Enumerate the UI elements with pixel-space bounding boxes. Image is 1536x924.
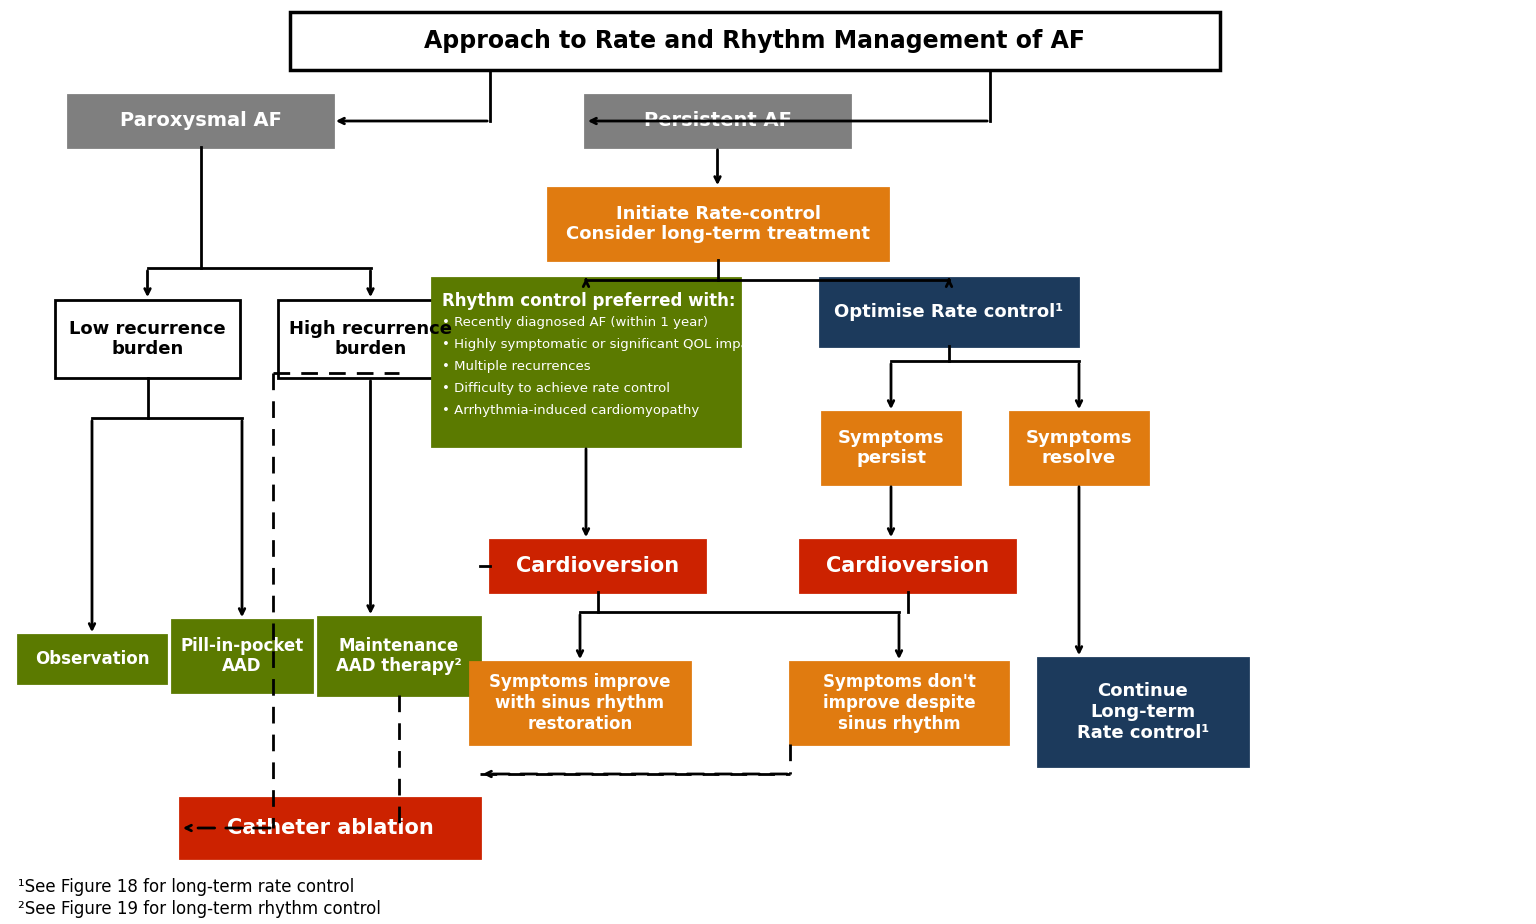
FancyBboxPatch shape bbox=[68, 95, 333, 147]
Text: Symptoms don't
improve despite
sinus rhythm: Symptoms don't improve despite sinus rhy… bbox=[823, 674, 975, 733]
Text: ¹See Figure 18 for long-term rate control: ¹See Figure 18 for long-term rate contro… bbox=[18, 878, 355, 896]
Text: Cardioversion: Cardioversion bbox=[826, 556, 989, 576]
FancyBboxPatch shape bbox=[548, 188, 888, 260]
FancyBboxPatch shape bbox=[180, 798, 479, 858]
Text: • Multiple recurrences: • Multiple recurrences bbox=[442, 360, 591, 373]
FancyBboxPatch shape bbox=[490, 540, 705, 592]
Text: Symptoms
persist: Symptoms persist bbox=[837, 429, 945, 468]
FancyBboxPatch shape bbox=[1011, 412, 1147, 484]
FancyBboxPatch shape bbox=[822, 412, 960, 484]
Text: Observation: Observation bbox=[35, 650, 149, 668]
FancyBboxPatch shape bbox=[432, 278, 740, 446]
FancyBboxPatch shape bbox=[318, 617, 479, 695]
FancyBboxPatch shape bbox=[820, 278, 1078, 346]
Text: ²See Figure 19 for long-term rhythm control: ²See Figure 19 for long-term rhythm cont… bbox=[18, 900, 381, 918]
Text: Optimise Rate control¹: Optimise Rate control¹ bbox=[834, 303, 1063, 321]
Text: Catheter ablation: Catheter ablation bbox=[227, 818, 433, 838]
Text: Rhythm control preferred with:: Rhythm control preferred with: bbox=[442, 292, 736, 310]
Text: Cardioversion: Cardioversion bbox=[516, 556, 679, 576]
Text: • Highly symptomatic or significant QOL impairment: • Highly symptomatic or significant QOL … bbox=[442, 338, 793, 351]
FancyBboxPatch shape bbox=[18, 635, 166, 683]
Text: Pill-in-pocket
AAD: Pill-in-pocket AAD bbox=[180, 637, 304, 675]
Text: Symptoms improve
with sinus rhythm
restoration: Symptoms improve with sinus rhythm resto… bbox=[490, 674, 671, 733]
Text: High recurrence
burden: High recurrence burden bbox=[289, 320, 452, 359]
Text: Paroxysmal AF: Paroxysmal AF bbox=[120, 112, 281, 130]
Text: • Recently diagnosed AF (within 1 year): • Recently diagnosed AF (within 1 year) bbox=[442, 316, 708, 329]
FancyBboxPatch shape bbox=[790, 662, 1008, 744]
Text: Continue
Long-term
Rate control¹: Continue Long-term Rate control¹ bbox=[1077, 682, 1209, 742]
FancyBboxPatch shape bbox=[55, 300, 240, 378]
Text: Symptoms
resolve: Symptoms resolve bbox=[1026, 429, 1132, 468]
Text: • Arrhythmia-induced cardiomyopathy: • Arrhythmia-induced cardiomyopathy bbox=[442, 404, 699, 417]
Text: Low recurrence
burden: Low recurrence burden bbox=[69, 320, 226, 359]
FancyBboxPatch shape bbox=[1038, 658, 1247, 766]
Text: • Difficulty to achieve rate control: • Difficulty to achieve rate control bbox=[442, 382, 670, 395]
Text: Maintenance
AAD therapy²: Maintenance AAD therapy² bbox=[336, 637, 462, 675]
FancyBboxPatch shape bbox=[278, 300, 462, 378]
FancyBboxPatch shape bbox=[800, 540, 1015, 592]
FancyBboxPatch shape bbox=[290, 12, 1220, 70]
FancyBboxPatch shape bbox=[585, 95, 849, 147]
FancyBboxPatch shape bbox=[172, 620, 312, 692]
Text: Initiate Rate-control
Consider long-term treatment: Initiate Rate-control Consider long-term… bbox=[565, 204, 869, 243]
FancyBboxPatch shape bbox=[470, 662, 690, 744]
Text: Persistent AF: Persistent AF bbox=[644, 112, 791, 130]
Text: Approach to Rate and Rhythm Management of AF: Approach to Rate and Rhythm Management o… bbox=[424, 29, 1086, 53]
